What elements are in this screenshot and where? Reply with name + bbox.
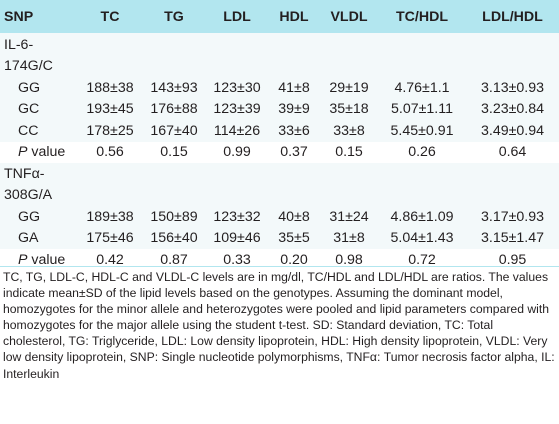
pvalue-label-italic: P [18,144,28,161]
value-cell: 3.23±0.84 [466,98,559,120]
pvalue-label-rest: value [27,251,66,268]
pvalue-row: P value 0.56 0.15 0.99 0.37 0.15 0.26 0.… [0,141,559,163]
genotype-cell: GG [0,77,78,99]
value-cell: 189±38 [78,206,142,228]
table-row: GC 193±45 176±88 123±39 39±9 35±18 5.07±… [0,98,559,120]
header-hdl: HDL [279,8,309,25]
value-cell: 3.15±1.47 [466,227,559,249]
section-label-line2: 174G/C [4,58,53,74]
value-cell: 3.17±0.93 [466,206,559,228]
table-row: GA 175±46 156±40 109±46 35±5 31±8 5.04±1… [0,227,559,249]
section-label-line2: 308G/A [4,187,53,203]
table-bottom-rule [0,266,559,267]
section-label-line1: TNFα- [4,166,45,182]
value-cell: 109±46 [206,227,268,249]
section-tnfa: TNFα- 308G/A [0,163,559,206]
pvalue-row: P value 0.42 0.87 0.33 0.20 0.98 0.72 0.… [0,249,559,271]
value-cell: 123±32 [206,206,268,228]
pvalue-cell: 0.42 [78,249,142,271]
value-cell: 39±9 [268,98,320,120]
value-cell: 167±40 [142,120,206,142]
value-cell: 41±8 [268,77,320,99]
value-cell: 156±40 [142,227,206,249]
pvalue-cell: 0.99 [206,141,268,163]
value-cell: 176±88 [142,98,206,120]
pvalue-cell: 0.72 [378,249,466,271]
lipid-genotype-table: SNP TC TG LDL HDL VLDL TC/HDL LDL/HDL IL… [0,0,559,271]
header-row: SNP TC TG LDL HDL VLDL TC/HDL LDL/HDL [0,0,559,33]
table-row: GG 188±38 143±93 123±30 41±8 29±19 4.76±… [0,77,559,99]
pvalue-cell: 0.87 [142,249,206,271]
table-row: CC 178±25 167±40 114±26 33±6 33±8 5.45±0… [0,120,559,142]
pvalue-label: P value [0,141,78,163]
value-cell: 188±38 [78,77,142,99]
section-il6: IL-6- 174G/C [0,33,559,77]
value-cell: 33±8 [320,120,378,142]
header-vldl: VLDL [330,8,368,25]
pvalue-cell: 0.98 [320,249,378,271]
value-cell: 3.49±0.94 [466,120,559,142]
value-cell: 5.45±0.91 [378,120,466,142]
value-cell: 40±8 [268,206,320,228]
value-cell: 4.76±1.1 [378,77,466,99]
pvalue-cell: 0.15 [142,141,206,163]
header-tc-hdl: TC/HDL [395,8,448,25]
pvalue-cell: 0.20 [268,249,320,271]
value-cell: 143±93 [142,77,206,99]
genotype-cell: CC [0,120,78,142]
pvalue-cell: 0.95 [466,249,559,271]
pvalue-cell: 0.56 [78,141,142,163]
value-cell: 4.86±1.09 [378,206,466,228]
table-row: GG 189±38 150±89 123±32 40±8 31±24 4.86±… [0,206,559,228]
value-cell: 31±8 [320,227,378,249]
header-ldl-hdl: LDL/HDL [482,8,543,25]
pvalue-cell: 0.26 [378,141,466,163]
value-cell: 123±30 [206,77,268,99]
header-tg: TG [164,8,184,25]
value-cell: 175±46 [78,227,142,249]
value-cell: 35±5 [268,227,320,249]
pvalue-label-rest: value [27,144,66,161]
pvalue-cell: 0.15 [320,141,378,163]
value-cell: 29±19 [320,77,378,99]
value-cell: 5.07±1.11 [378,98,466,120]
section-label-line1: IL-6- [4,37,34,53]
value-cell: 35±18 [320,98,378,120]
value-cell: 33±6 [268,120,320,142]
pvalue-label-italic: P [18,251,28,268]
value-cell: 193±45 [78,98,142,120]
header-snp: SNP [4,8,34,25]
header-ldl: LDL [223,8,251,25]
value-cell: 150±89 [142,206,206,228]
pvalue-label: P value [0,249,78,271]
pvalue-cell: 0.33 [206,249,268,271]
value-cell: 114±26 [206,120,268,142]
genotype-cell: GA [0,227,78,249]
value-cell: 178±25 [78,120,142,142]
value-cell: 5.04±1.43 [378,227,466,249]
header-tc: TC [100,8,120,25]
genotype-cell: GC [0,98,78,120]
value-cell: 3.13±0.93 [466,77,559,99]
pvalue-cell: 0.64 [466,141,559,163]
table-footnote: TC, TG, LDL-C, HDL-C and VLDL-C levels a… [3,269,556,382]
pvalue-cell: 0.37 [268,141,320,163]
footnote-text: TC, TG, LDL-C, HDL-C and VLDL-C levels a… [3,270,555,381]
genotype-cell: GG [0,206,78,228]
value-cell: 123±39 [206,98,268,120]
value-cell: 31±24 [320,206,378,228]
